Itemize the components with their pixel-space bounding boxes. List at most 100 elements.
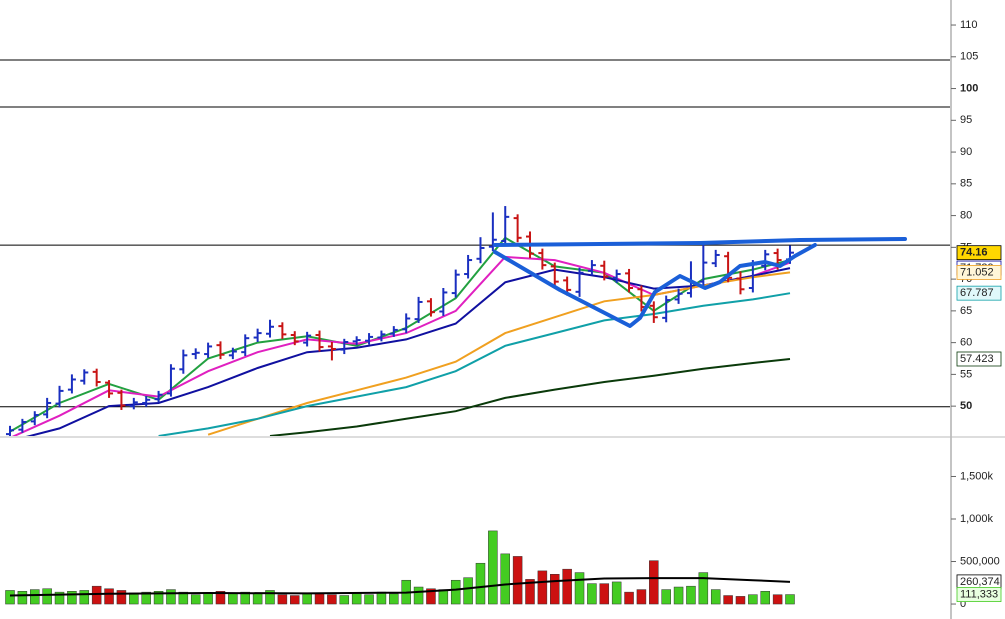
value-label: 74.16 [960, 247, 988, 259]
volume-bar [760, 591, 770, 605]
volume-bar [562, 568, 572, 605]
volume-bar [723, 595, 733, 605]
moving-average [158, 292, 791, 436]
volume-bar [67, 591, 77, 605]
volume-bar [351, 592, 362, 605]
value-label: 67.787 [960, 287, 994, 299]
volume-bar [290, 595, 300, 605]
volume-bar [698, 572, 709, 605]
volume-bar [438, 589, 449, 605]
volume-bar [649, 560, 659, 605]
volume-bar [17, 591, 28, 605]
volume-bar [129, 592, 139, 605]
volume-bar [203, 592, 213, 605]
value-label-box [956, 587, 1002, 602]
volume-bar [327, 594, 337, 605]
moving-average [269, 358, 791, 436]
volume-bar [240, 591, 250, 605]
volume-bar [488, 530, 498, 605]
volume-bar [611, 581, 622, 605]
volume-bar [364, 594, 374, 605]
volume-bar [550, 574, 560, 605]
volume-bar [228, 592, 238, 605]
volume-bar [785, 594, 795, 605]
y-tick-label: 80 [960, 209, 972, 221]
volume-bar [215, 591, 226, 605]
y-tick-label: 65 [960, 305, 972, 317]
volume-bar [376, 591, 387, 605]
value-label-box [956, 351, 1002, 367]
value-label: 111,333 [960, 588, 998, 600]
y-tick-label: 55 [960, 368, 972, 380]
resistance-line [493, 237, 907, 247]
value-label: 71.052 [960, 266, 994, 278]
y-tick-label: 60 [960, 337, 972, 349]
value-label: 260,374 [960, 576, 1000, 588]
volume-bar [252, 593, 263, 605]
moving-average [25, 267, 791, 436]
volume-bar [265, 590, 275, 605]
volume-bar [302, 592, 312, 605]
volume-bar [673, 586, 684, 605]
volume-bar [277, 594, 288, 605]
volume-bar [42, 588, 52, 605]
volume-bar [537, 570, 548, 605]
moving-average [9, 577, 791, 597]
value-label-box [956, 265, 1002, 280]
volume-bar [772, 594, 783, 605]
volume-bar [389, 593, 399, 605]
volume-bar [512, 556, 523, 605]
volume-bar [599, 583, 610, 605]
value-label: 57.423 [960, 353, 994, 365]
volume-bar [475, 562, 486, 605]
volume-bar [116, 590, 127, 605]
y-tick-label: 105 [960, 51, 978, 63]
y-tick-label: 90 [960, 146, 972, 158]
volume-bar [413, 586, 424, 605]
volume-bar [5, 590, 15, 605]
volume-bar [735, 596, 746, 605]
volume-bar [153, 591, 164, 605]
y-tick-label: 95 [960, 114, 972, 126]
volume-bar [190, 594, 201, 605]
volume-bar [450, 579, 461, 605]
volume-bar [500, 553, 510, 605]
volume-panel [5, 530, 795, 605]
y-tick-label: 85 [960, 178, 972, 190]
y-tick-label: 0 [960, 598, 966, 610]
volume-bar [748, 594, 758, 605]
volume-bar [30, 589, 40, 605]
volume-bar [104, 588, 114, 605]
volume-bar [624, 591, 634, 605]
volume-bar [587, 583, 597, 605]
volume-bar [661, 589, 671, 605]
volume-bar [463, 577, 473, 605]
volume-bar [178, 591, 189, 605]
y-tick-label: 110 [960, 19, 978, 31]
drawing [493, 237, 907, 328]
y-tick-label: 500,000 [960, 555, 1000, 567]
y-tick-label: 1,000k [960, 513, 994, 525]
volume-bar [314, 593, 325, 605]
volume-bar [636, 589, 647, 605]
volume-bar [339, 595, 350, 605]
volume-bar [141, 591, 151, 605]
volume-bar [686, 585, 696, 605]
cup-pattern [493, 243, 817, 328]
value-label-box [956, 245, 1002, 261]
volume-bar [79, 590, 90, 605]
volume-bar [525, 579, 535, 605]
y-tick-label: 50 [960, 400, 972, 412]
volume-bar [166, 589, 176, 605]
y-tick-label: 100 [960, 82, 978, 94]
volume-bar [426, 588, 436, 605]
volume-bar [574, 572, 585, 605]
volume-bar [54, 591, 65, 605]
volume-bar [710, 589, 721, 605]
value-label-box [956, 285, 1002, 301]
y-tick-label: 1,500k [960, 470, 994, 482]
